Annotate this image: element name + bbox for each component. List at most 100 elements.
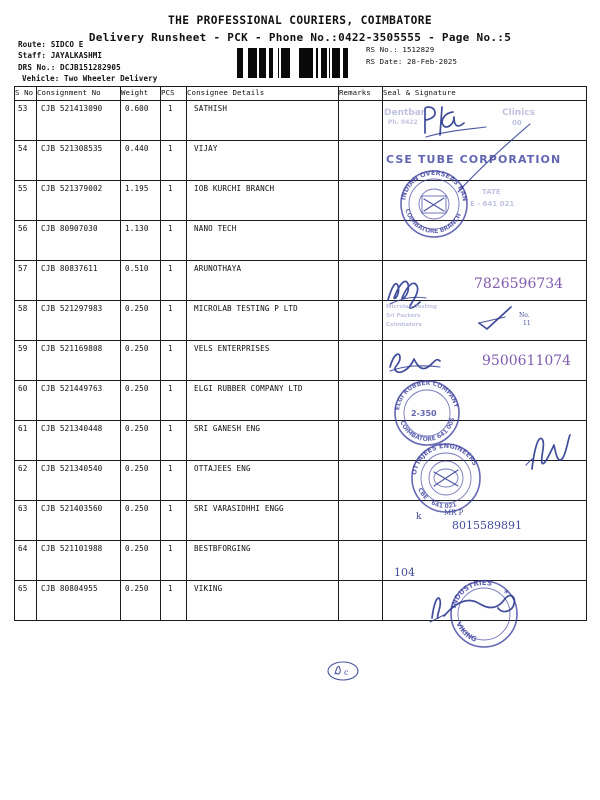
cell-weight-text: 1.130 <box>125 224 149 233</box>
cell-remarks-text <box>339 461 382 464</box>
cell-consignee: IOB KURCHI BRANCH <box>186 180 339 221</box>
cell-weight: 0.440 <box>120 140 161 181</box>
cell-pcs-text: 1 <box>168 584 173 593</box>
cell-weight-text: 1.195 <box>125 184 149 193</box>
cell-consignee: SATHISH <box>186 100 339 141</box>
cell-s-no-text: 57 <box>18 264 28 273</box>
cell-remarks-text <box>339 581 382 584</box>
cell-remarks-text <box>339 301 382 304</box>
table-body: 53 CJB 521413090 0.600 1 SATHISH 54 CJB 521308… <box>14 100 587 621</box>
cell-s-no-text: 55 <box>18 184 28 193</box>
cell-consignee: NANO TECH <box>186 220 339 261</box>
page-title: THE PROFESSIONAL COURIERS, COIMBATORE <box>167 14 432 27</box>
cell-pcs-text: 1 <box>168 144 173 153</box>
cell-pcs-text: 1 <box>168 224 173 233</box>
cell-consignment-no: CJB 80837611 <box>36 260 121 301</box>
route-field: Route: SIDCO E <box>18 40 84 49</box>
cell-s-no-text: 60 <box>18 384 28 393</box>
rs-no-field: RS No.: 1512829 <box>366 45 435 54</box>
cell-consignee-text: SRI GANESH ENG <box>194 424 261 433</box>
table-row: 64 CJB 521101988 0.250 1 BESTBFORGING <box>14 540 587 581</box>
cell-seal <box>382 300 587 341</box>
cell-consignee: SRI VARASIDHHI ENGG <box>186 500 339 541</box>
cell-consignment-no: CJB 521449763 <box>36 380 121 421</box>
cell-pcs-text: 1 <box>168 104 173 113</box>
cell-consignment-no-text: CJB 521449763 <box>41 384 103 393</box>
cell-remarks-text <box>339 101 382 104</box>
col-header-remarks: Remarks <box>338 86 383 101</box>
cell-consignee: SRI GANESH ENG <box>186 420 339 461</box>
cell-consignment-no: CJB 80907030 <box>36 220 121 261</box>
cell-s-no-text: 54 <box>18 144 28 153</box>
cell-consignment-no: CJB 521308535 <box>36 140 121 181</box>
cell-consignee-text: OTTAJEES ENG <box>194 464 251 473</box>
cell-consignee-text: MICROLAB TESTING P LTD <box>194 304 298 313</box>
cell-remarks-text <box>339 261 382 264</box>
cell-pcs: 1 <box>160 180 187 221</box>
cell-seal <box>382 260 587 301</box>
svg-text:c: c <box>344 668 349 677</box>
cell-consignee: OTTAJEES ENG <box>186 460 339 501</box>
table-row: 62 CJB 521340540 0.250 1 OTTAJEES ENG <box>14 460 587 501</box>
cell-weight-text: 0.250 <box>125 304 149 313</box>
cell-consignee-text: VIJAY <box>194 144 218 153</box>
rs-date-field: RS Date: 28-Feb-2025 <box>366 56 457 66</box>
cell-consignment-no: CJB 521379002 <box>36 180 121 221</box>
cell-consignment-no: CJB 521340540 <box>36 460 121 501</box>
cell-pcs: 1 <box>160 460 187 501</box>
cell-seal-text <box>383 141 586 144</box>
table-row: 59 CJB 521169808 0.250 1 VELS ENTERPRISES <box>14 340 587 381</box>
cell-remarks <box>338 140 383 181</box>
cell-remarks-text <box>339 141 382 144</box>
cell-consignee-text: SRI VARASIDHHI ENGG <box>194 504 284 513</box>
cell-remarks <box>338 540 383 581</box>
cell-s-no-text: 56 <box>18 224 28 233</box>
cell-pcs: 1 <box>160 300 187 341</box>
cell-remarks <box>338 220 383 261</box>
cell-weight: 0.250 <box>120 460 161 501</box>
cell-weight-text: 0.600 <box>125 104 149 113</box>
cell-consignment-no-text: CJB 521379002 <box>41 184 103 193</box>
cell-consignment-no: CJB 521413090 <box>36 100 121 141</box>
cell-s-no: 60 <box>14 380 37 421</box>
cell-consignment-no: CJB 521403560 <box>36 500 121 541</box>
cell-weight-text: 0.250 <box>125 544 149 553</box>
cell-weight: 0.250 <box>120 420 161 461</box>
cell-pcs: 1 <box>160 380 187 421</box>
cell-remarks-text <box>339 501 382 504</box>
cell-pcs: 1 <box>160 420 187 461</box>
cell-consignee: VIKING <box>186 580 339 621</box>
cell-seal <box>382 140 587 181</box>
col-header-seal: Seal & Signature <box>382 86 587 101</box>
cell-s-no: 62 <box>14 460 37 501</box>
header-meta-left: Route: SIDCO E Staff: JAYALKASHMI DRS No… <box>18 39 157 85</box>
cell-seal <box>382 460 587 501</box>
cell-seal-text <box>383 541 586 544</box>
cell-consignment-no: CJB 80804955 <box>36 580 121 621</box>
cell-pcs: 1 <box>160 540 187 581</box>
cell-s-no: 55 <box>14 180 37 221</box>
cell-consignee: MICROLAB TESTING P LTD <box>186 300 339 341</box>
cell-weight: 1.130 <box>120 220 161 261</box>
cell-consignment-no-text: CJB 521340540 <box>41 464 103 473</box>
drs-no-field: DRS No.: DCJB151282905 <box>18 62 121 72</box>
document-title-block: THE PROFESSIONAL COURIERS, COIMBATORE De… <box>0 14 600 44</box>
cell-pcs-text: 1 <box>168 504 173 513</box>
cell-weight: 0.250 <box>120 340 161 381</box>
cell-s-no-text: 63 <box>18 504 28 513</box>
cell-remarks <box>338 180 383 221</box>
cell-consignment-no-text: CJB 521169808 <box>41 344 103 353</box>
cell-seal-text <box>383 261 586 264</box>
cell-weight-text: 0.250 <box>125 384 149 393</box>
cell-weight-text: 0.250 <box>125 344 149 353</box>
col-header-consignment: Consignment No <box>36 86 121 101</box>
cell-weight-text: 0.250 <box>125 424 149 433</box>
cell-pcs-text: 1 <box>168 304 173 313</box>
cell-seal <box>382 100 587 141</box>
cell-seal <box>382 540 587 581</box>
cell-pcs: 1 <box>160 340 187 381</box>
cell-remarks <box>338 580 383 621</box>
cell-pcs-text: 1 <box>168 464 173 473</box>
cell-seal-text <box>383 501 586 504</box>
